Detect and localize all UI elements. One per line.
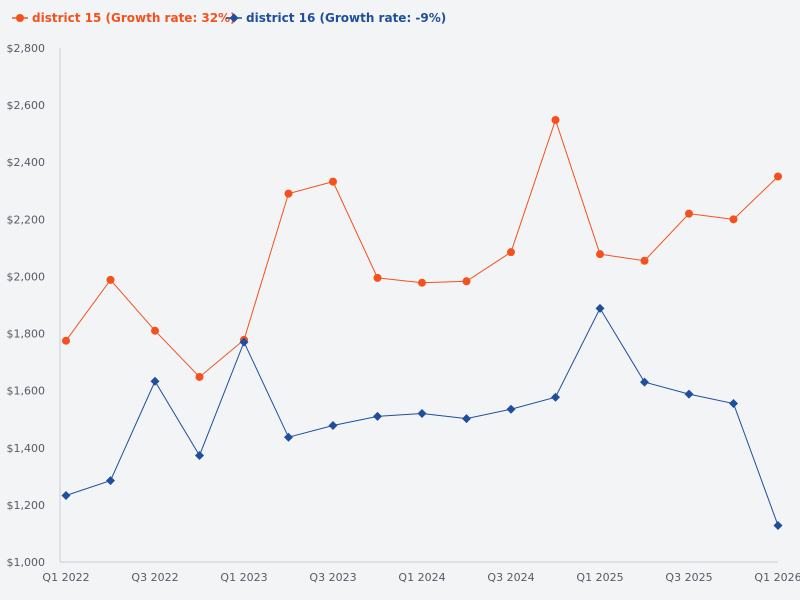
y-tick-label: $2,400 — [7, 156, 46, 169]
x-tick-label: Q3 2025 — [665, 571, 712, 584]
series-2-point — [239, 337, 249, 347]
y-tick-label: $1,000 — [7, 556, 46, 569]
x-tick-label: Q1 2025 — [576, 571, 623, 584]
series-1-point — [151, 326, 159, 335]
y-tick-label: $1,600 — [7, 385, 46, 398]
series-1-point — [729, 215, 738, 224]
series-1-point — [507, 248, 515, 257]
x-tick-label: Q3 2024 — [487, 571, 534, 584]
x-tick-label: Q1 2022 — [42, 571, 89, 584]
series-1-point — [62, 336, 70, 345]
y-tick-label: $2,000 — [7, 270, 46, 283]
series-1-point — [685, 209, 693, 218]
series-2-point — [150, 376, 160, 386]
legend-marker-2 — [229, 13, 239, 23]
x-tick-label: Q1 2024 — [398, 571, 445, 584]
series-1-point — [462, 277, 471, 286]
series-2-point — [195, 450, 204, 460]
y-tick-label: $2,600 — [7, 99, 46, 112]
x-tick-label: Q3 2022 — [131, 571, 178, 584]
legend-marker-1 — [16, 14, 24, 22]
series-2-point — [684, 389, 694, 399]
y-tick-label: $2,800 — [7, 42, 46, 55]
x-axis: Q1 2022 Q3 2022 Q1 2023 Q3 2023 Q1 2024 Q3 20… — [42, 561, 800, 584]
y-tick-label: $1,800 — [7, 328, 46, 341]
series-1-point — [106, 275, 115, 284]
x-tick-label: Q1 2026 — [754, 571, 800, 584]
series-2-point — [595, 303, 605, 313]
y-tick-label: $1,400 — [7, 442, 46, 455]
series-1-point — [551, 115, 560, 124]
series-2-point — [106, 476, 115, 486]
x-tick-label: Q1 2023 — [220, 571, 267, 584]
y-axis: $1,000 $1,200 $1,400 $1,600 $1,800 $2,000 $2,2… — [7, 42, 61, 569]
series-2-point — [417, 409, 427, 419]
legend-label-2: district 16 (Growth rate: -9%) — [246, 11, 446, 25]
series-1-point — [596, 250, 604, 259]
series-1-point — [329, 177, 337, 186]
y-tick-label: $1,200 — [7, 499, 46, 512]
series-2-point — [773, 520, 783, 530]
y-tick-label: $2,200 — [7, 213, 46, 226]
series-2-point — [462, 414, 471, 424]
series-line-1 — [65, 118, 779, 378]
x-tick-label: Q3 2023 — [309, 571, 356, 584]
series-2-point — [373, 411, 382, 421]
series-2-point — [640, 377, 649, 387]
series-2-point — [506, 404, 516, 414]
plot-area — [61, 115, 783, 530]
series-1-point — [373, 273, 382, 282]
series-2-point — [284, 432, 293, 442]
series-1-point — [640, 256, 649, 265]
series-2-point — [729, 399, 738, 409]
series-2-point — [61, 490, 71, 500]
series-2-point — [328, 421, 338, 431]
series-2-point — [551, 392, 560, 402]
legend-label-1: district 15 (Growth rate: 32%) — [32, 11, 236, 25]
series-1-point — [418, 278, 426, 287]
series-1-point — [284, 189, 293, 198]
legend: district 15 (Growth rate: 32%) district 1… — [12, 11, 446, 25]
series-1-point — [195, 372, 204, 381]
series-1-point — [774, 172, 782, 181]
